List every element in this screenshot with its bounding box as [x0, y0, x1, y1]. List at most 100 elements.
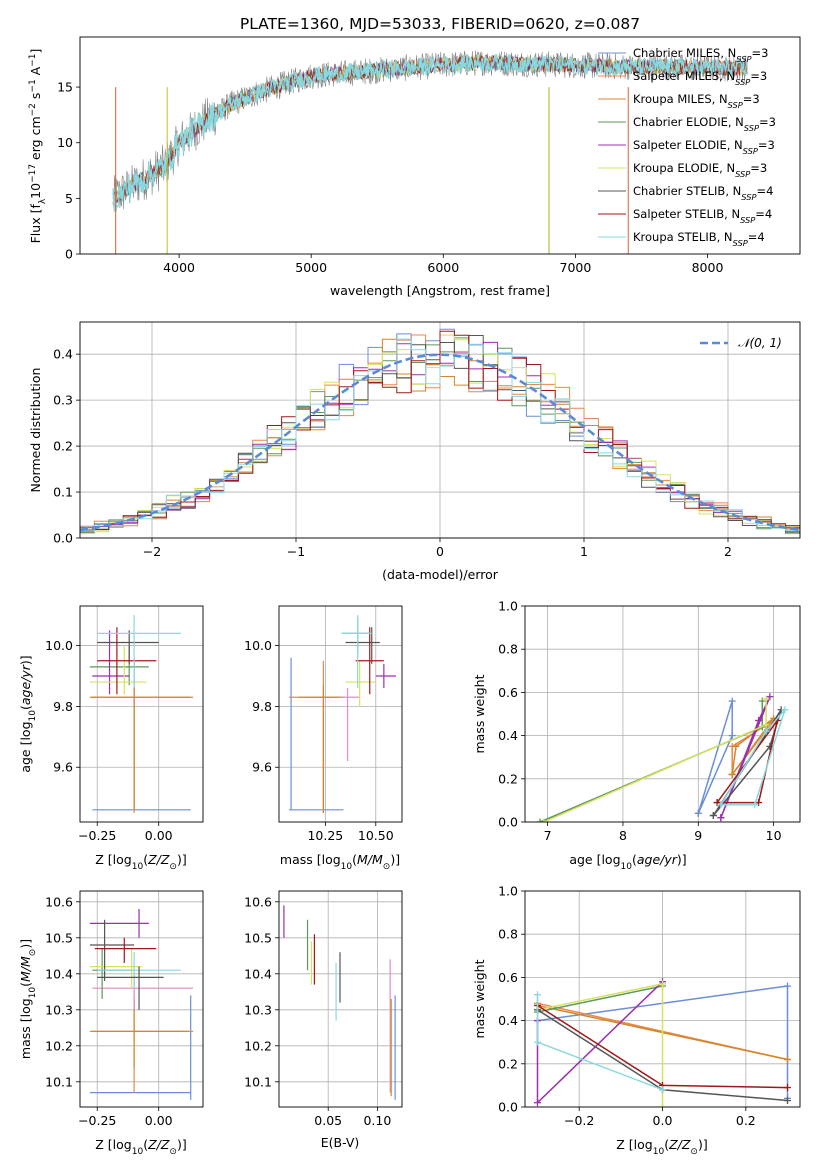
label-part: λ [38, 198, 48, 204]
plot-content [112, 50, 748, 254]
y-tick-label: 10.5 [45, 930, 73, 945]
label-part: ⊙ [28, 949, 38, 957]
label-part: 10 [621, 862, 633, 872]
y-tick-label: 10.4 [45, 966, 73, 981]
x-tick-label: −2 [143, 544, 161, 559]
y-tick-label: 9.8 [53, 699, 73, 714]
error-point [341, 615, 372, 689]
label-part: ⊙ [169, 1147, 177, 1157]
y-tick-label: 0.3 [53, 393, 73, 408]
error-point [345, 660, 376, 707]
label-part: )] [18, 655, 33, 665]
y-axis-label: mass weight [472, 959, 487, 1038]
label-part: age [log [569, 852, 620, 867]
x-tick-label: −0.25 [78, 1113, 116, 1128]
label-part: 10 [653, 1147, 665, 1157]
label-part: =3 [750, 69, 767, 83]
axes-frame [278, 605, 403, 823]
y-tick-label: 9.6 [252, 760, 272, 775]
label-part: Z/Z [147, 1137, 170, 1152]
y-tick-label: 10.3 [244, 1002, 272, 1017]
label-part: Z/Z [668, 1137, 691, 1152]
x-axis-label: (data-model)/error [382, 567, 499, 582]
legend-entry: Salpeter STELIB, NSSP=4 [633, 207, 772, 225]
y-tick-label: 9.6 [53, 760, 73, 775]
label-part: mass [log [18, 998, 33, 1059]
x-tick-label: 0.0 [653, 1113, 673, 1128]
x-axis-label: mass [log10(M/M⊙)] [280, 852, 400, 872]
label-part: −1 [28, 79, 38, 92]
label-part: M/M [18, 956, 33, 982]
legend-entry: 𝒩(0, 1) [738, 336, 782, 350]
label-part: 10 [28, 183, 43, 199]
label-part: SSP [743, 146, 758, 156]
label-part: Z [log [95, 1137, 131, 1152]
error-point [94, 937, 157, 963]
label-part: )] [177, 852, 187, 867]
label-part: wavelength [Angstrom, rest frame] [330, 283, 550, 298]
label-part: Z [log [616, 1137, 652, 1152]
label-part: =4 [755, 207, 772, 221]
label-part: ( [664, 1137, 669, 1152]
legend-entry: Chabrier STELIB, NSSP=4 [633, 184, 773, 202]
plot-area [279, 606, 402, 822]
label-part: =3 [758, 138, 775, 152]
label-part: −2 [28, 103, 38, 116]
label-part: SSP [735, 169, 750, 179]
model-spectrum [112, 53, 748, 213]
label-part: =3 [750, 161, 767, 175]
label-part: ] [28, 49, 43, 54]
x-axis-label: age [log10(age/yr)] [569, 852, 686, 872]
x-tick-label: 0.10 [363, 1113, 391, 1128]
y-axis-label: Flux [fλ10−17 erg cm−2 s−1 A−1] [28, 49, 48, 244]
label-part: ⊙ [169, 862, 177, 872]
plot-content [534, 978, 791, 1107]
y-tick-label: 0.2 [498, 1056, 518, 1071]
label-part: =3 [743, 92, 760, 106]
error-point [299, 685, 344, 813]
legend-entry: Kroupa ELODIE, NSSP=3 [633, 161, 767, 179]
label-part: mass [log [280, 852, 341, 867]
label-part: age/yr [637, 852, 678, 867]
x-tick-label: 0.05 [314, 1113, 342, 1128]
series-line [697, 700, 733, 814]
axes-frame [524, 890, 801, 1108]
y-tick-label: 10.6 [244, 894, 272, 909]
plot-content [283, 905, 396, 1100]
y-tick-label: 9.8 [252, 699, 272, 714]
label-part: ( [18, 982, 33, 987]
axes-frame [79, 36, 801, 255]
y-tick-label: 0.8 [498, 927, 518, 942]
x-tick-label: 7 [544, 828, 552, 843]
x-tick-label: 2 [724, 544, 732, 559]
y-tick-label: 0.2 [53, 439, 73, 454]
label-part: )] [177, 1137, 187, 1152]
plot-content [80, 328, 800, 536]
label-part: Z/Z [147, 852, 170, 867]
label-part: ( [632, 852, 637, 867]
error-point [375, 663, 396, 689]
y-tick-label: 10.0 [244, 638, 272, 653]
label-part: ( [18, 705, 33, 710]
axes-frame [79, 321, 801, 539]
label-part: SSP [741, 192, 756, 202]
x-tick-label: 8000 [692, 260, 724, 275]
x-axis-label: wavelength [Angstrom, rest frame] [330, 283, 550, 298]
y-tick-label: 0.1 [53, 485, 73, 500]
y-tick-label: 10.4 [244, 966, 272, 981]
axis-decorations: −0.2 0.0 0.2 0.0 0.2 0.4 0.6 0.8 1.0 Z [log10(Z/Z… [472, 884, 756, 1158]
label-part: SSP [733, 238, 748, 248]
error-point [89, 948, 142, 989]
y-tick-label: 10.1 [45, 1074, 73, 1089]
label-part: 10 [28, 710, 38, 722]
axes-frame [79, 890, 204, 1108]
y-tick-label: 10.1 [244, 1074, 272, 1089]
x-tick-label: −1 [287, 544, 305, 559]
y-axis-label: mass [log10(M/M⊙)] [18, 939, 38, 1059]
legend-entry: Kroupa STELIB, NSSP=4 [633, 230, 765, 248]
x-tick-label: 7000 [560, 260, 592, 275]
error-point [89, 995, 192, 1100]
x-tick-label: 4000 [163, 260, 195, 275]
label-part: M/M [357, 852, 383, 867]
